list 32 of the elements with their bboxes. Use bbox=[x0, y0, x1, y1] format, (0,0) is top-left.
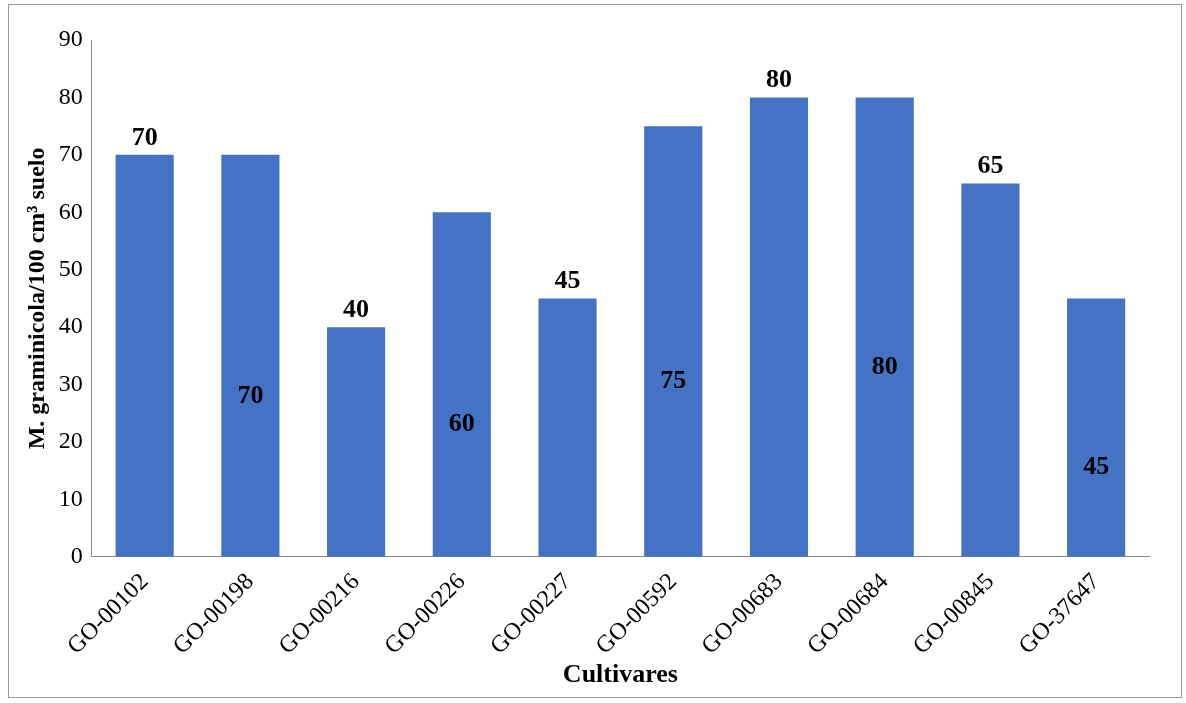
data-label: 40 bbox=[343, 293, 370, 323]
bar bbox=[644, 126, 703, 557]
data-label: 65 bbox=[977, 150, 1004, 180]
data-label: 70 bbox=[131, 121, 158, 151]
data-label: 45 bbox=[1083, 451, 1110, 481]
bar bbox=[432, 212, 491, 557]
y-axis-title: M. graminicola/100 cm³ suelo bbox=[22, 147, 49, 450]
bar bbox=[961, 183, 1020, 557]
y-tick-label: 0 bbox=[70, 542, 83, 569]
bar bbox=[855, 97, 914, 557]
y-tick-label: 60 bbox=[58, 197, 83, 224]
y-tick-label: 80 bbox=[58, 82, 83, 109]
data-label: 80 bbox=[871, 350, 898, 380]
y-tick-label: 30 bbox=[58, 369, 83, 396]
bar bbox=[115, 154, 174, 557]
bar bbox=[327, 327, 386, 557]
bar bbox=[538, 298, 597, 557]
y-tick-label: 10 bbox=[58, 484, 83, 511]
x-axis-title: Cultivares bbox=[562, 659, 678, 689]
data-label: 80 bbox=[765, 64, 792, 94]
data-label: 70 bbox=[237, 379, 264, 409]
y-tick-label: 50 bbox=[58, 255, 83, 282]
y-tick-label: 90 bbox=[58, 25, 83, 52]
bar bbox=[749, 97, 809, 557]
data-label: 75 bbox=[660, 365, 687, 395]
data-label: 60 bbox=[448, 408, 475, 438]
y-tick-label: 70 bbox=[58, 140, 83, 167]
data-label: 45 bbox=[554, 265, 581, 295]
bar bbox=[221, 154, 280, 557]
bar bbox=[1067, 298, 1126, 557]
y-tick-label: 40 bbox=[58, 312, 83, 339]
y-tick-label: 20 bbox=[58, 427, 83, 454]
